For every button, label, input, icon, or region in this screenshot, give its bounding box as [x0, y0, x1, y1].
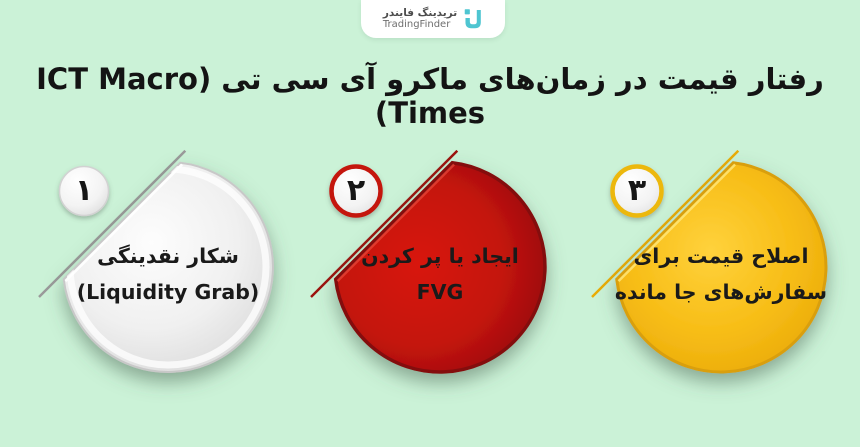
card-price-correction: ۳ اصلاح قیمت برای سفارش‌های جا مانده: [581, 145, 860, 445]
tail-line: [310, 149, 459, 298]
card-text: ایجاد یا پر کردن FVG: [300, 238, 580, 310]
chord-highlight: [336, 163, 455, 282]
step-number: ۱: [74, 173, 94, 208]
card-line1: اصلاح قیمت برای: [633, 244, 809, 268]
number-badge: [329, 164, 383, 218]
brand-badge: تریدینگ فایندر TradingFinder: [361, 0, 505, 38]
card-liquidity-grab: ۱ شکار نقدینگی (Liquidity Grab): [28, 145, 308, 445]
logo-bracket: [465, 9, 481, 28]
page-title: رفتار قیمت در زمان‌های ماکرو آی سی تی (I…: [36, 62, 824, 130]
brand-name-en: TradingFinder: [382, 19, 451, 31]
tradingfinder-logo-icon: [464, 8, 483, 31]
brand-name-fa: تریدینگ فایندر: [382, 7, 458, 20]
number-badge: [610, 164, 664, 218]
step-number: ۳: [627, 173, 647, 208]
tail-line: [38, 149, 187, 298]
chord-highlight: [64, 163, 183, 282]
number-badge: [58, 165, 110, 217]
logo-dot: [464, 8, 470, 14]
chord-highlight: [617, 163, 736, 282]
card-line1: شکار نقدینگی: [97, 244, 239, 268]
card-line2: سفارش‌های جا مانده: [614, 280, 828, 304]
card-line1: ایجاد یا پر کردن: [361, 244, 519, 268]
circle-shape: [62, 161, 274, 373]
tail-line: [591, 149, 740, 298]
card-line2: (Liquidity Grab): [76, 280, 260, 304]
card-text: شکار نقدینگی (Liquidity Grab): [28, 238, 308, 310]
card-text: اصلاح قیمت برای سفارش‌های جا مانده: [581, 238, 860, 310]
card-fvg: ۲ ایجاد یا پر کردن FVG: [300, 145, 580, 445]
circle-shape: [333, 160, 547, 374]
brand-names: تریدینگ فایندر TradingFinder: [383, 7, 457, 31]
circle-shape: [615, 161, 828, 374]
step-number: ۲: [346, 173, 366, 208]
card-line2: FVG: [416, 280, 464, 304]
